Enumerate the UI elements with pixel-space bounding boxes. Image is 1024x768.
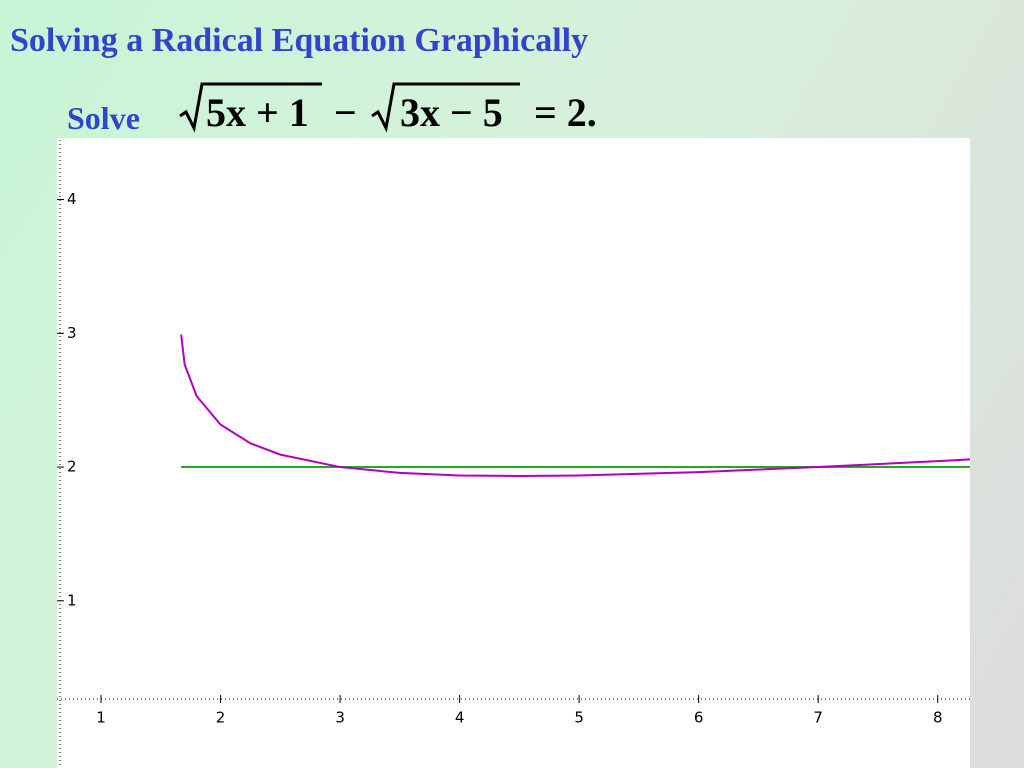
x-tick-label: 8 <box>933 709 943 727</box>
x-tick-label: 2 <box>216 709 226 727</box>
radical-sign <box>179 82 322 133</box>
y-tick-label: 1 <box>67 591 77 609</box>
radical-sign <box>371 82 520 133</box>
prompt: Solve <box>67 100 140 136</box>
series-line <box>180 334 971 478</box>
plot: 1 2 3 4 5 6 7 8 1 2 3 4 <box>57 190 971 727</box>
slide-title: Solving a Radical Equation Graphically <box>10 22 588 59</box>
equation-rhs: = 2. <box>534 90 597 135</box>
y-tick-label: 3 <box>67 324 77 342</box>
x-tick-label: 5 <box>574 709 584 727</box>
x-tick-label: 7 <box>813 709 823 727</box>
x-tick-label: 6 <box>694 709 704 727</box>
operator: − <box>334 90 357 135</box>
y-tick-label: 2 <box>67 458 77 476</box>
x-tick-label: 4 <box>455 709 465 727</box>
radicand: 3x − 5 <box>400 90 503 135</box>
plot-area <box>57 138 970 768</box>
x-tick-label: 1 <box>96 709 106 727</box>
x-tick-label: 3 <box>335 709 345 727</box>
y-tick-label: 4 <box>67 190 77 208</box>
equation: 5x + 1 − 3x − 5 = 2. <box>179 82 597 135</box>
radicand: 5x + 1 <box>206 90 309 135</box>
